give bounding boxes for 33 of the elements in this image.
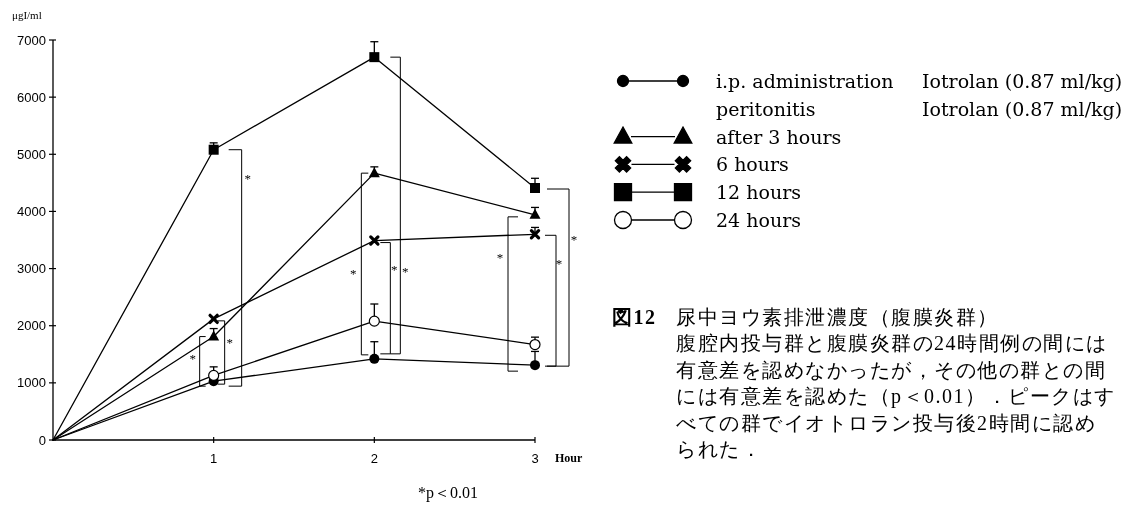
text: Iotrolan (0.87 ml/kg) [922, 97, 1123, 120]
text: *p＜0.01 [418, 483, 478, 502]
text: 腹腔内投与群と腹膜炎群の24時間例の間には有意差を認めなかったが，その他の群との間には有意差を認めた（p＜0.01）．ピークはすべての群でイオトロラン投与後2時間に認められた． [676, 332, 1116, 460]
text: 図12 尿中ヨウ素排泄濃度（腹膜炎群） [612, 306, 999, 328]
annotation: * [226, 335, 233, 351]
x-tick-label: 2 [370, 450, 378, 466]
text: peritonitis [716, 97, 816, 120]
text: * [570, 231, 578, 247]
legend-label: 6 hours [716, 153, 789, 176]
y-tick-label: 6000 [17, 89, 46, 105]
annotation: * [244, 171, 251, 187]
legend-label: 12 hours [716, 181, 801, 204]
text: Iotrolan (0.87 ml/kg) [922, 70, 1123, 92]
y-tick-label: 4000 [17, 203, 46, 219]
annotation: * [189, 351, 196, 367]
y-tick-label: 3000 [17, 261, 46, 277]
annotation: * [402, 263, 409, 279]
y-tick-label: 0 [38, 432, 46, 448]
x-axis-title: Hour [555, 451, 584, 465]
y-tick-label: 1000 [17, 375, 46, 391]
y-tick-label: 5000 [17, 146, 46, 162]
y-axis-title: μgI/ml [12, 9, 42, 21]
legend-label: 24 hours [716, 209, 801, 231]
y-tick-label: 2000 [17, 318, 46, 334]
x-tick-label: 1 [210, 450, 218, 466]
y-tick-label: 7000 [17, 32, 46, 48]
annotation: * [391, 262, 398, 278]
text: * [555, 255, 563, 271]
annotation: * [496, 249, 504, 265]
annotation: * [350, 266, 357, 282]
legend-label: after 3 hours [716, 125, 842, 148]
legend-label: i.p. administration [716, 70, 894, 92]
x-tick-label: 3 [531, 450, 539, 466]
